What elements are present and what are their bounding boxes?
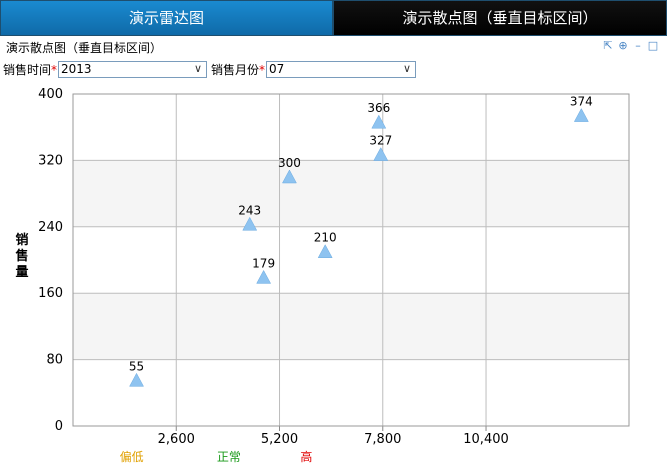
y-tick-label: 320 (38, 153, 63, 168)
band-label: 高 (300, 449, 312, 464)
tab-scatter-chart[interactable]: 演示散点图（垂直目标区间） (333, 0, 667, 36)
y-tick-label: 240 (38, 220, 63, 235)
plot-stripe (73, 160, 629, 227)
data-point (573, 108, 589, 122)
y-tick-label: 0 (55, 419, 63, 434)
plot-stripe (73, 359, 629, 426)
year-value: 2013 (61, 62, 92, 76)
x-tick-label: 10,400 (463, 432, 509, 447)
export-icon[interactable]: ⇱ (603, 39, 613, 52)
data-point (242, 216, 258, 231)
panel-toolbar: ⇱ ⊕ – □ (602, 40, 659, 52)
plot-stripe (73, 226, 629, 294)
data-point (129, 372, 144, 387)
x-tick-label: 5,200 (261, 432, 298, 447)
data-label: 179 (252, 256, 275, 270)
y-tick-label: 80 (46, 353, 63, 368)
data-label: 243 (238, 203, 261, 217)
plot-stripe (73, 94, 629, 161)
data-label: 55 (129, 359, 144, 373)
year-label: 销售时间* (3, 62, 58, 77)
maximize-icon[interactable]: □ (647, 39, 659, 52)
panel-title: 演示散点图（垂直目标区间） (6, 41, 163, 55)
x-tick-label: 7,800 (364, 432, 401, 447)
data-point (317, 244, 333, 258)
y-tick-label: 160 (38, 286, 63, 301)
filter-bar: 销售时间* 2013 ∨ 销售月份* 07 ∨ (3, 60, 417, 78)
data-point (373, 147, 389, 161)
target-icon[interactable]: ⊕ (618, 39, 628, 52)
data-point (371, 114, 387, 129)
data-label: 300 (278, 156, 301, 170)
data-label: 366 (367, 101, 390, 115)
data-point (282, 169, 297, 184)
month-select[interactable]: 07 ∨ (266, 60, 417, 78)
tab-radar-chart[interactable]: 演示雷达图 (0, 0, 333, 36)
month-label: 销售月份* (211, 62, 266, 77)
y-tick-label: 400 (38, 87, 63, 102)
required-mark: * (259, 62, 266, 77)
data-label: 327 (369, 134, 392, 148)
y-axis-label: 销售量 (15, 232, 28, 280)
required-mark: * (51, 62, 58, 77)
data-point (256, 269, 272, 284)
minimize-icon[interactable]: – (635, 39, 641, 52)
plot-stripe (73, 293, 629, 360)
chevron-down-icon: ∨ (193, 61, 203, 75)
tab-bar: 演示雷达图 演示散点图（垂直目标区间） (0, 0, 667, 36)
band-label: 偏低 (120, 449, 144, 464)
month-value: 07 (269, 62, 285, 76)
band-label: 正常 (217, 450, 241, 464)
data-label: 374 (570, 95, 593, 109)
year-select[interactable]: 2013 ∨ (58, 60, 208, 78)
data-label: 210 (314, 231, 337, 245)
chevron-down-icon: ∨ (402, 61, 412, 75)
plot-border (72, 93, 630, 427)
x-tick-label: 2,600 (158, 432, 195, 447)
